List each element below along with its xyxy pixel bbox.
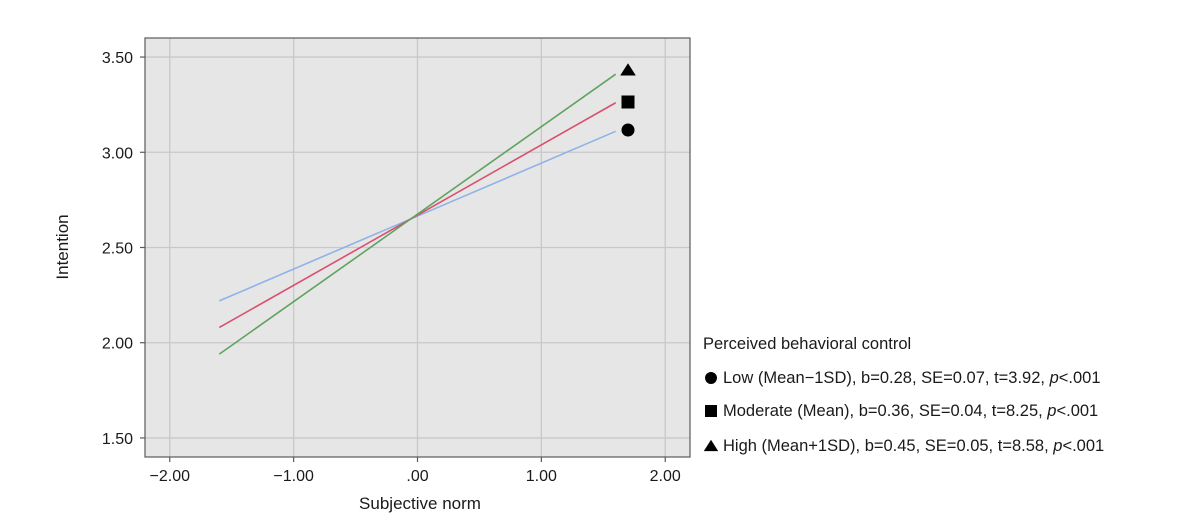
x-tick-label: −2.00 (150, 468, 191, 485)
end-marker-triangle (620, 63, 636, 76)
legend-p: p (1046, 402, 1056, 420)
legend-title: Perceived behavioral control (703, 335, 911, 353)
legend-t: t=8.25, (992, 402, 1048, 420)
legend-b: b=0.36, (859, 402, 919, 420)
series-line-circle (219, 130, 616, 302)
y-tick-label: 3.50 (102, 50, 133, 67)
x-tick-label: 1.00 (526, 468, 557, 485)
legend-pv: <.001 (1062, 437, 1104, 455)
y-tick-label: 2.00 (102, 336, 133, 353)
legend-entry-circle: Low (Mean−1SD), b=0.28, SE=0.07, t=3.92,… (723, 369, 1101, 387)
plot-area (144, 37, 691, 458)
legend-se: SE=0.05, (925, 437, 998, 455)
legend-b: b=0.28, (861, 369, 921, 387)
y-tick-label: 2.50 (102, 241, 133, 258)
end-marker-square (621, 95, 635, 109)
series-line-triangle (218, 73, 617, 355)
legend-pv: <.001 (1059, 369, 1101, 387)
axes: −2.00 −1.00 .00 1.00 2.00 1.50 2.00 2.50 3.00 3.5… (102, 50, 681, 485)
legend-entry-triangle: High (Mean+1SD), b=0.45, SE=0.05, t=8.58… (723, 437, 1104, 455)
y-tick-label: 1.50 (102, 431, 133, 448)
x-tick-label: .00 (406, 468, 428, 485)
end-marker-circle (621, 123, 635, 137)
legend-se: SE=0.07, (921, 369, 994, 387)
legend: Perceived behavioral control Low (Mean−1… (703, 335, 1104, 455)
legend-pv: <.001 (1056, 402, 1098, 420)
legend-t: t=3.92, (994, 369, 1050, 387)
x-axis-title: Subjective norm (359, 494, 481, 513)
legend-name: Moderate (Mean), (723, 402, 859, 420)
legend-name: High (Mean+1SD), (723, 437, 865, 455)
x-tick-label: −1.00 (273, 468, 314, 485)
legend-name: Low (Mean−1SD), (723, 369, 861, 387)
x-tick-label: 2.00 (650, 468, 681, 485)
end-markers (620, 63, 636, 137)
legend-marker-square (705, 405, 717, 417)
legend-marker-triangle (703, 439, 719, 452)
legend-se: SE=0.04, (919, 402, 992, 420)
y-axis-title: Intention (53, 214, 72, 279)
legend-p: p (1052, 437, 1062, 455)
legend-marker-circle (705, 372, 717, 384)
y-tick-label: 3.00 (102, 145, 133, 162)
legend-b: b=0.45, (865, 437, 925, 455)
series-lines (218, 73, 617, 355)
legend-t: t=8.58, (998, 437, 1054, 455)
legend-entry-square: Moderate (Mean), b=0.36, SE=0.04, t=8.25… (723, 402, 1098, 420)
legend-p: p (1049, 369, 1059, 387)
